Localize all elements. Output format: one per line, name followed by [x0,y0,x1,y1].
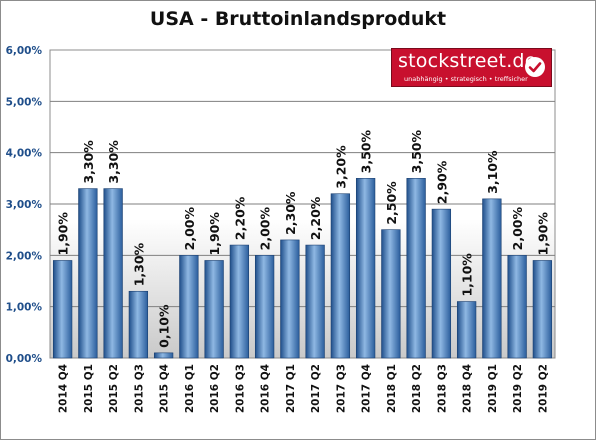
x-tick-label: 2018 Q1 [386,364,398,413]
bar [78,188,98,359]
data-label: 1,90% [535,212,550,256]
x-tick-label: 2015 Q3 [133,364,145,413]
x-tick-label: 2018 Q3 [436,364,448,413]
y-tick-label: 1,00% [6,302,43,314]
data-label: 3,30% [106,140,121,184]
bar [229,244,250,359]
data-label: 2,00% [182,206,197,250]
x-axis-ticks: 2014 Q4 2015 Q1 2015 Q2 2015 Q3 2015 Q4 2016 … [58,364,550,413]
bar [280,239,300,359]
data-label: 2,00% [510,206,525,250]
bar [305,244,325,359]
x-tick-label: 2016 Q1 [184,364,196,413]
bar [406,178,426,359]
bar [128,290,149,359]
bar [103,188,123,359]
data-label: 2,30% [283,191,298,235]
x-tick-label: 2019 Q1 [487,364,499,413]
bar [330,193,351,359]
bar [204,260,224,359]
bar [153,352,174,359]
checkmark-icon [525,57,545,77]
logo-name: stockstreet.de [398,50,537,72]
y-tick-label: 2,00% [6,250,43,262]
y-axis-ticks: 0,00% 1,00% 2,00% 3,00% 4,00% 5,00% 6,00% [6,45,43,365]
data-label: 2,50% [384,181,399,225]
data-label: 1,90% [56,212,71,256]
logo-tagline: unabhängig • strategisch • treffsicher [404,75,528,83]
data-label: 2,20% [232,196,247,240]
data-label: 3,20% [333,145,348,189]
logo: stockstreet.de unabhängig • strategisch … [391,48,552,87]
data-label: 3,50% [359,129,374,173]
x-tick-label: 2015 Q4 [159,364,171,413]
data-label: 2,90% [434,160,449,204]
bar [482,198,502,359]
bar [254,255,275,359]
x-tick-label: 2017 Q1 [285,364,297,413]
y-tick-label: 5,00% [6,96,43,108]
x-tick-label: 2016 Q4 [260,364,272,413]
y-tick-label: 6,00% [6,45,43,57]
data-label: 2,20% [308,196,323,240]
data-label: 1,30% [131,242,146,286]
data-label: 3,30% [81,140,96,184]
y-tick-label: 4,00% [6,148,43,160]
y-tick-label: 3,00% [6,199,43,211]
value-labels: 1,90% 3,30% 3,30% 1,30% 0,10% 2,00% 1,90% 2,20%… [56,129,551,347]
bar [179,255,199,359]
data-label: 3,10% [485,150,500,194]
data-label: 0,10% [157,304,172,348]
chart-title: USA - Bruttoinlandsprodukt [149,8,447,30]
bar [507,255,527,359]
x-tick-label: 2019 Q2 [537,364,549,413]
x-tick-label: 2015 Q2 [108,364,120,413]
x-tick-label: 2014 Q4 [58,364,70,413]
bar [532,260,553,359]
bar [456,301,477,359]
x-tick-label: 2017 Q2 [310,364,322,413]
bar [52,260,73,359]
x-tick-label: 2018 Q2 [411,364,423,413]
y-tick-label: 0,00% [6,353,43,365]
data-label: 2,00% [258,206,273,250]
data-label: 3,50% [409,129,424,173]
x-tick-label: 2015 Q1 [83,364,95,413]
x-tick-label: 2016 Q2 [209,364,221,413]
x-tick-label: 2017 Q3 [335,364,347,413]
data-label: 1,90% [207,212,222,256]
bars [52,178,553,359]
bar [431,208,452,359]
bar [355,178,376,359]
x-tick-label: 2017 Q4 [361,364,373,413]
bar [381,229,401,359]
data-label: 1,10% [460,253,475,297]
x-tick-label: 2016 Q3 [234,364,246,413]
x-tick-label: 2019 Q2 [512,364,524,413]
x-tick-label: 2018 Q4 [462,364,474,413]
